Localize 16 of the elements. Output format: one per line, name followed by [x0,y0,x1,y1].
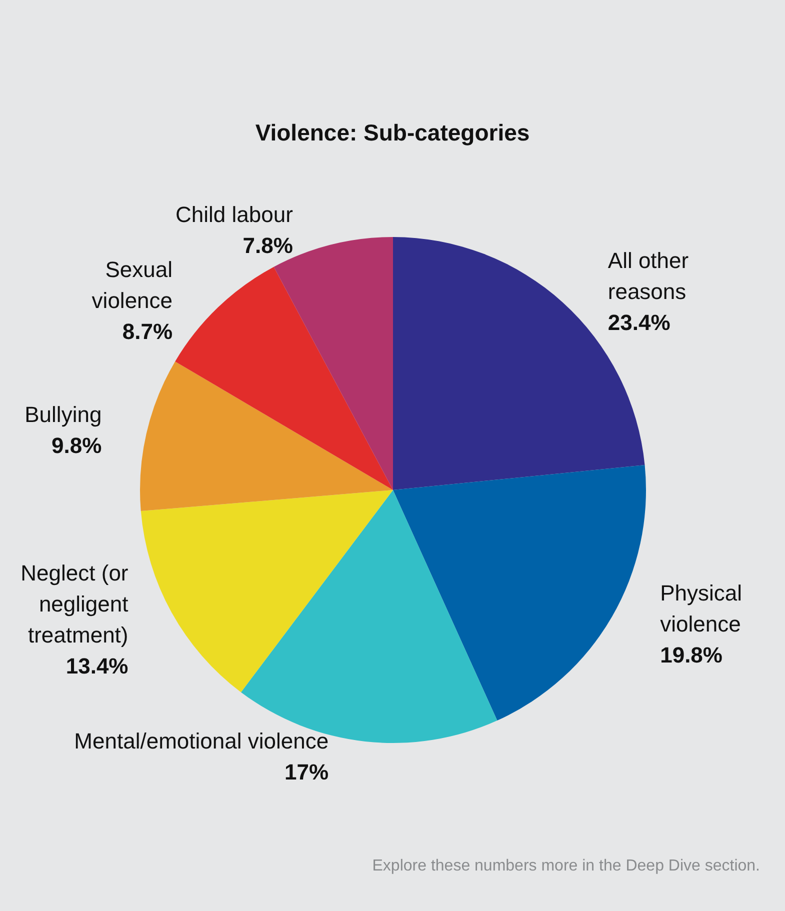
chart-title: Violence: Sub-categories [255,120,530,146]
data-label: 17% [284,759,329,784]
data-label: 19.8% [660,642,722,668]
slice-label: Bullying [24,402,102,428]
slice-label: Neglect (or negligent treatment) [20,560,128,648]
slice-label: Mental/emotional violence [74,728,329,754]
data-label: 23.4% [608,310,670,335]
slice-label: Child labour [176,202,293,228]
slice-label: Physical violence [660,580,742,636]
slice-label: Sexual violence [92,257,173,314]
data-label: 8.7% [122,319,173,344]
data-label: 13.4% [66,654,128,679]
data-label: 9.8% [52,433,102,458]
data-label: 7.8% [242,233,293,258]
text: Explore these numbers more in the Deep Dive section. [372,858,760,874]
slice-label: All other reasons [608,248,689,304]
